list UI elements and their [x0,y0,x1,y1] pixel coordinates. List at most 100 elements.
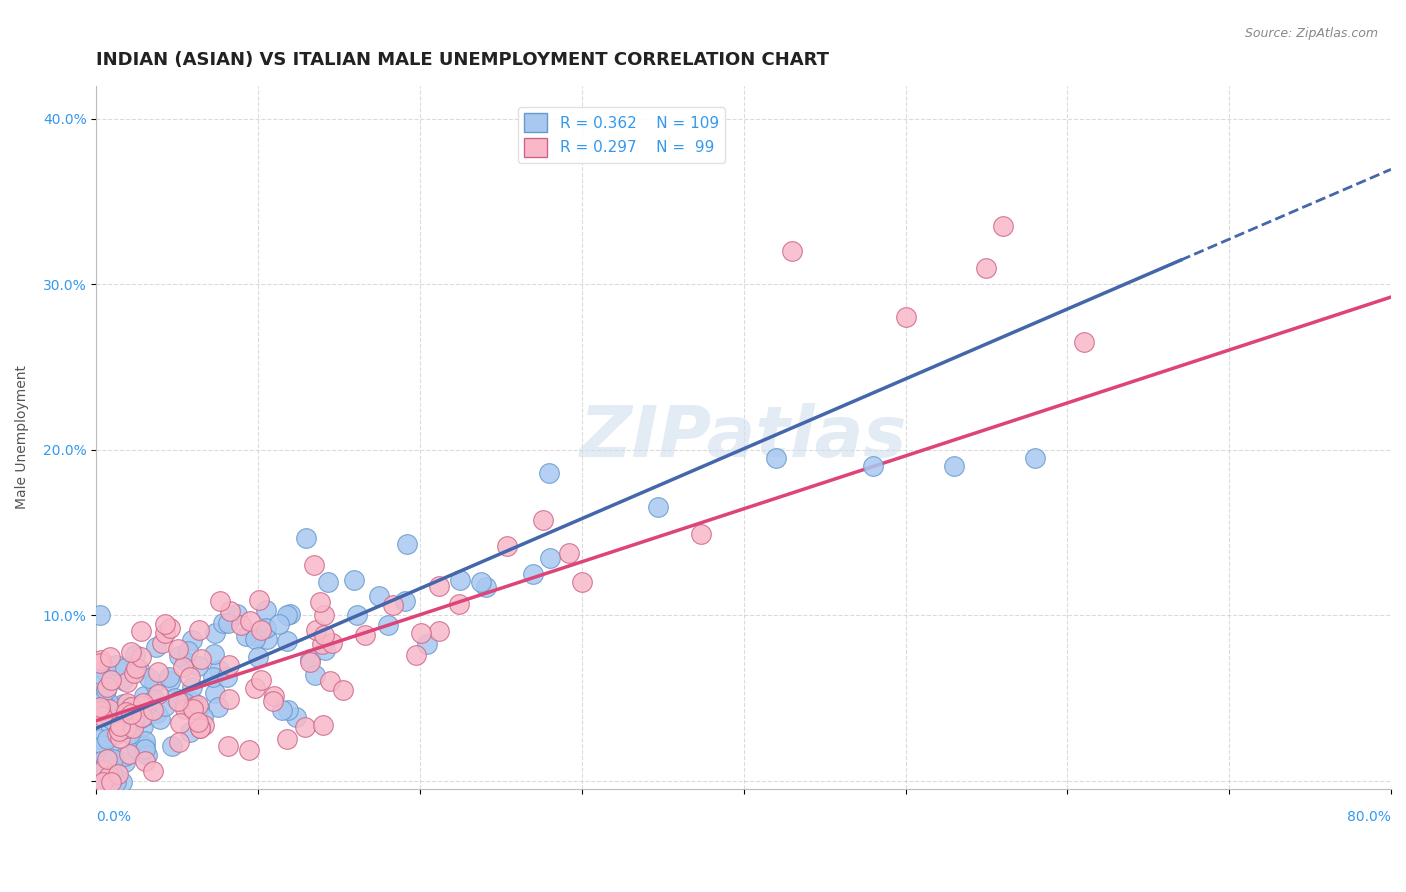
Point [204,686,226,700]
Point [96,731,118,746]
Point [270,703,292,717]
Point [647,500,669,514]
Point [105,657,128,672]
Point [312,718,335,732]
Point [101,766,124,780]
Point [142,691,165,706]
Point [239,614,262,628]
Point [111,698,134,712]
Point [765,450,787,465]
Point [131,709,153,723]
Point [381,599,404,613]
Point [187,659,209,673]
Point [318,674,340,689]
Point [114,755,136,769]
Point [146,665,169,680]
Point [91,775,114,789]
Point [128,662,150,676]
Point [89,667,111,681]
Point [131,650,153,665]
Point [187,623,209,637]
Point [537,466,560,480]
Point [229,618,252,632]
Point [111,673,134,688]
Point [394,594,416,608]
Point [254,602,277,616]
Point [190,721,212,735]
Point [276,607,298,622]
Point [150,636,173,650]
Point [179,670,201,684]
Point [91,763,114,777]
Point [354,627,377,641]
Point [107,766,129,780]
Point [238,742,260,756]
Point [138,671,160,685]
Point [108,723,131,738]
Point [97,695,120,709]
Point [201,670,224,684]
Point [415,637,437,651]
Point [235,629,257,643]
Point [181,695,204,709]
Point [89,700,111,714]
Point [153,617,176,632]
Point [311,637,333,651]
Point [120,645,142,659]
Point [782,244,804,258]
Point [107,703,129,717]
Point [396,537,419,551]
Point [100,673,122,687]
Point [294,720,316,734]
Point [405,648,427,662]
Point [129,743,152,757]
Point [207,699,229,714]
Point [134,755,156,769]
Point [167,649,190,664]
Point [557,546,579,560]
Point [111,775,134,789]
Point [302,558,325,573]
Point [316,574,339,589]
Point [304,668,326,682]
Point [174,654,197,668]
Point [495,539,517,553]
Point [245,632,267,646]
Point [377,617,399,632]
Point [105,727,128,741]
Point [108,719,131,733]
Point [132,696,155,710]
Point [295,531,318,545]
Point [166,641,188,656]
Text: 0.0%: 0.0% [97,810,132,824]
Point [179,725,201,739]
Point [212,615,235,630]
Point [146,706,169,721]
Point [208,594,231,608]
Point [115,706,138,720]
Point [190,652,212,666]
Point [149,712,172,726]
Point [117,722,139,736]
Point [122,713,145,727]
Point [332,683,354,698]
Point [90,754,112,768]
Point [117,696,139,710]
Point [100,775,122,789]
Point [120,700,142,714]
Point [299,655,322,669]
Point [107,700,129,714]
Point [121,721,143,735]
Point [309,595,332,609]
Point [217,739,239,753]
Point [166,694,188,708]
Point [98,717,121,731]
Point [136,708,159,723]
Point [122,665,145,680]
Point [100,713,122,727]
Point [314,607,336,622]
Point [181,699,204,714]
Point [129,711,152,725]
Point [187,698,209,712]
Point [104,775,127,789]
